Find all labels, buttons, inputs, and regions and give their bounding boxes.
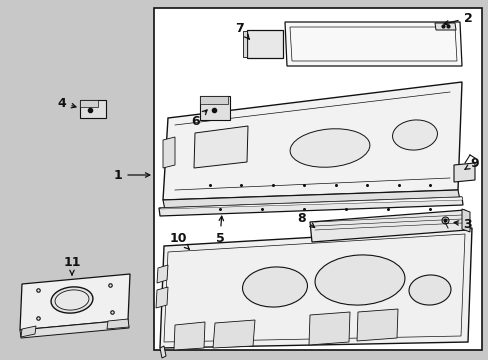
Polygon shape bbox=[160, 346, 165, 358]
Polygon shape bbox=[461, 209, 469, 232]
Polygon shape bbox=[163, 190, 459, 210]
Text: 2: 2 bbox=[443, 12, 471, 25]
Ellipse shape bbox=[392, 120, 437, 150]
Polygon shape bbox=[20, 274, 130, 330]
Text: 11: 11 bbox=[63, 256, 81, 275]
Ellipse shape bbox=[51, 287, 93, 313]
Text: 4: 4 bbox=[58, 96, 76, 109]
Polygon shape bbox=[200, 96, 227, 104]
Polygon shape bbox=[289, 27, 456, 61]
Text: 7: 7 bbox=[235, 22, 249, 39]
Polygon shape bbox=[80, 100, 106, 118]
Polygon shape bbox=[159, 197, 462, 216]
Ellipse shape bbox=[314, 255, 404, 305]
Polygon shape bbox=[160, 197, 462, 209]
Text: 6: 6 bbox=[191, 110, 206, 127]
Ellipse shape bbox=[289, 129, 369, 167]
Polygon shape bbox=[309, 210, 466, 242]
Text: 3: 3 bbox=[453, 217, 471, 230]
Polygon shape bbox=[434, 23, 455, 30]
Bar bbox=[154, 8, 481, 350]
Polygon shape bbox=[80, 100, 98, 107]
Polygon shape bbox=[356, 309, 397, 341]
Polygon shape bbox=[285, 22, 461, 66]
Polygon shape bbox=[163, 137, 175, 168]
Ellipse shape bbox=[242, 267, 307, 307]
Polygon shape bbox=[246, 30, 283, 58]
Ellipse shape bbox=[408, 275, 450, 305]
Polygon shape bbox=[308, 312, 349, 345]
Polygon shape bbox=[200, 96, 229, 120]
Polygon shape bbox=[163, 82, 461, 200]
Polygon shape bbox=[156, 287, 168, 308]
Ellipse shape bbox=[55, 290, 89, 310]
Polygon shape bbox=[243, 31, 246, 57]
Polygon shape bbox=[194, 126, 247, 168]
Polygon shape bbox=[107, 319, 129, 329]
Polygon shape bbox=[174, 322, 204, 350]
Polygon shape bbox=[453, 163, 474, 182]
Text: 8: 8 bbox=[297, 212, 314, 228]
Text: 10: 10 bbox=[169, 231, 189, 249]
Polygon shape bbox=[160, 228, 471, 348]
Polygon shape bbox=[21, 326, 36, 337]
Polygon shape bbox=[20, 320, 129, 338]
Polygon shape bbox=[157, 265, 168, 283]
Text: 5: 5 bbox=[215, 216, 224, 244]
Text: 9: 9 bbox=[464, 157, 478, 170]
Polygon shape bbox=[213, 320, 254, 348]
Text: 1: 1 bbox=[113, 168, 149, 181]
Polygon shape bbox=[163, 234, 464, 342]
